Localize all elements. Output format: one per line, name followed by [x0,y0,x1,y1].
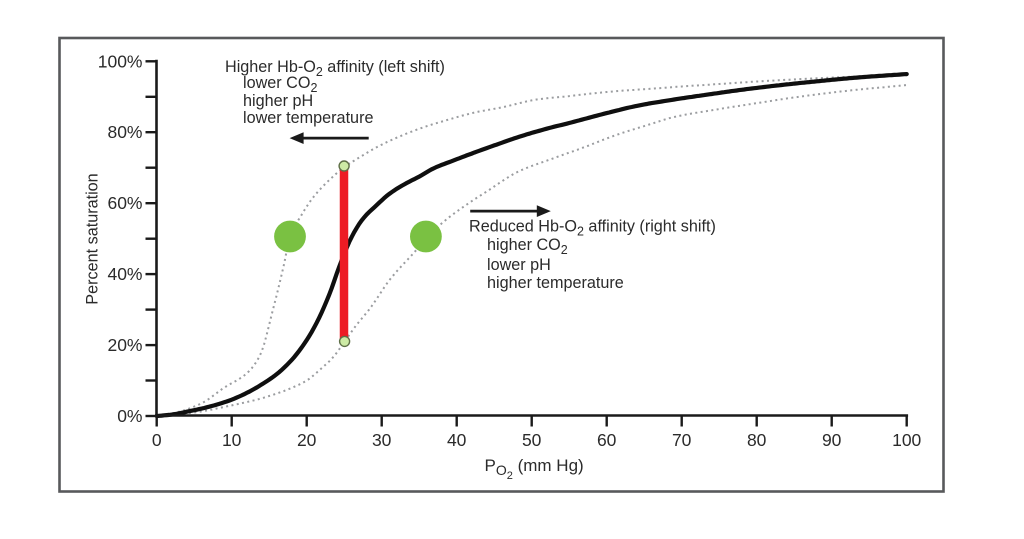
svg-text:80%: 80% [107,122,142,142]
svg-text:Percent saturation: Percent saturation [84,173,102,304]
svg-text:100: 100 [892,430,921,450]
svg-text:40%: 40% [107,264,142,284]
svg-text:60: 60 [597,430,617,450]
svg-text:higher pH: higher pH [243,92,313,110]
svg-text:Reduced Hb-O2 affinity (right: Reduced Hb-O2 affinity (right shift) [469,218,716,239]
svg-text:90: 90 [822,430,842,450]
svg-text:20: 20 [297,430,317,450]
svg-text:lower temperature: lower temperature [243,109,373,127]
svg-text:PO2 (mm Hg): PO2 (mm Hg) [485,456,584,482]
svg-text:Higher Hb-O2 affinity (left sh: Higher Hb-O2 affinity (left shift) [225,58,445,79]
svg-text:60%: 60% [107,193,142,213]
svg-text:20%: 20% [107,335,142,355]
svg-text:higher temperature: higher temperature [487,274,624,292]
svg-text:80: 80 [747,430,767,450]
svg-text:0: 0 [152,430,162,450]
svg-text:40: 40 [447,430,467,450]
svg-text:30: 30 [372,430,392,450]
svg-text:lower CO2: lower CO2 [243,74,317,95]
svg-text:higher CO2: higher CO2 [487,236,568,257]
svg-text:lower pH: lower pH [487,256,551,274]
svg-text:0%: 0% [117,406,142,426]
svg-text:50: 50 [522,430,542,450]
svg-text:100%: 100% [98,51,143,71]
svg-text:10: 10 [222,430,242,450]
svg-text:70: 70 [672,430,692,450]
